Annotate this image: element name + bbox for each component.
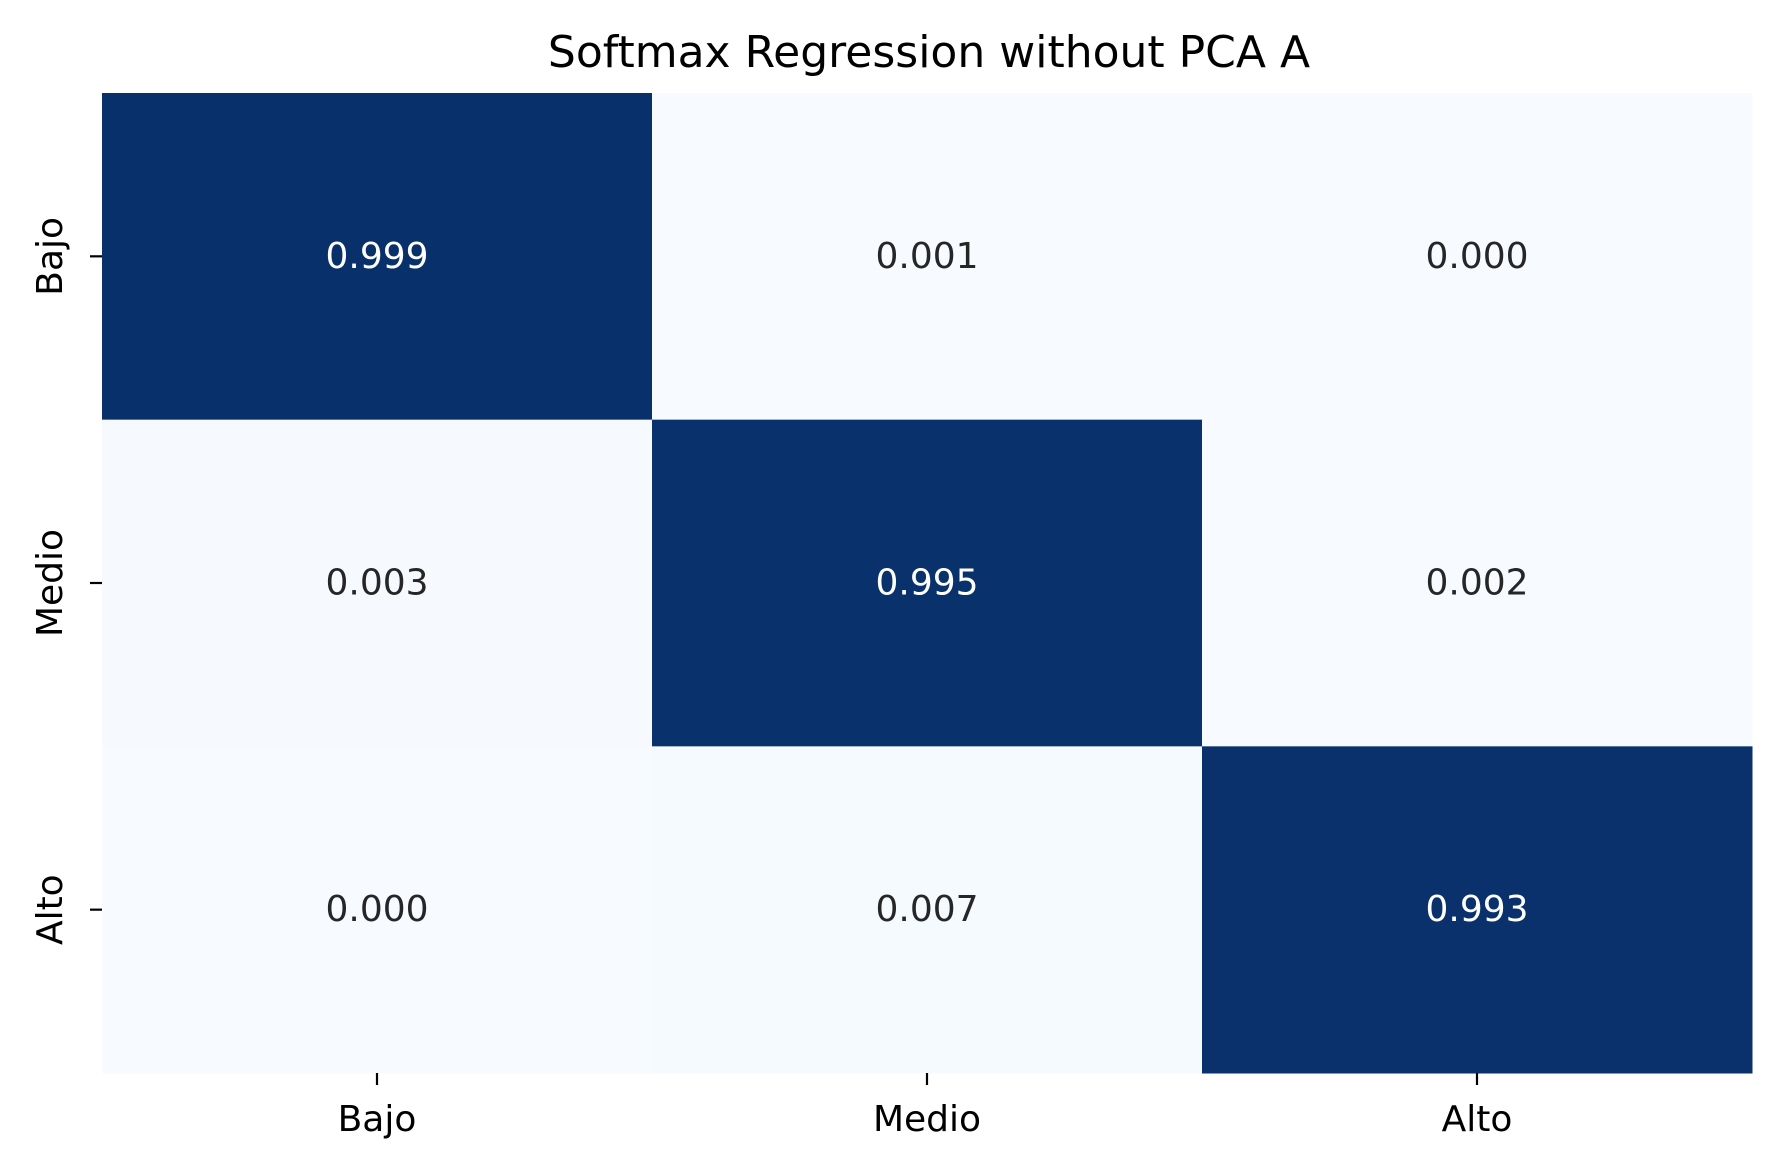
heatmap-cell-bajo-bajo bbox=[102, 93, 653, 421]
chart-title: Softmax Regression without PCA A bbox=[548, 27, 1310, 78]
cell-value-label: 0.993 bbox=[1425, 889, 1528, 930]
heatmap-cell-alto-alto bbox=[1202, 746, 1753, 1074]
heatmap-cell-alto-medio bbox=[652, 746, 1203, 1074]
cell-value-label: 0.999 bbox=[325, 236, 428, 277]
x-axis: Bajo Medio Alto bbox=[338, 1073, 1513, 1140]
heatmap-cell-alto-bajo bbox=[102, 746, 653, 1074]
y-tick-label-alto: Alto bbox=[30, 874, 71, 945]
heatmap-cells bbox=[102, 93, 1753, 1074]
x-tick-label-alto: Alto bbox=[1442, 1099, 1513, 1140]
heatmap-cell-bajo-medio bbox=[652, 93, 1203, 421]
y-axis: Bajo Medio Alto bbox=[30, 217, 102, 945]
cell-value-label: 0.001 bbox=[875, 236, 978, 277]
heatmap-cell-labels: 0.999 0.001 0.000 0.003 0.995 0.002 0.000 0.007… bbox=[325, 236, 1528, 930]
heatmap-cell-medio-medio bbox=[652, 419, 1203, 747]
cell-value-label: 0.995 bbox=[875, 563, 978, 604]
heatmap-cell-medio-alto bbox=[1202, 419, 1753, 747]
cell-value-label: 0.002 bbox=[1425, 563, 1528, 604]
y-tick-label-medio: Medio bbox=[30, 529, 71, 637]
x-tick-label-bajo: Bajo bbox=[338, 1099, 417, 1140]
y-tick-label-bajo: Bajo bbox=[30, 217, 71, 296]
x-tick-label-medio: Medio bbox=[873, 1099, 981, 1140]
cell-value-label: 0.000 bbox=[325, 889, 428, 930]
heatmap-cell-medio-bajo bbox=[102, 419, 653, 747]
heatmap-cell-bajo-alto bbox=[1202, 93, 1753, 421]
cell-value-label: 0.000 bbox=[1425, 236, 1528, 277]
cell-value-label: 0.007 bbox=[875, 889, 978, 930]
cell-value-label: 0.003 bbox=[325, 563, 428, 604]
